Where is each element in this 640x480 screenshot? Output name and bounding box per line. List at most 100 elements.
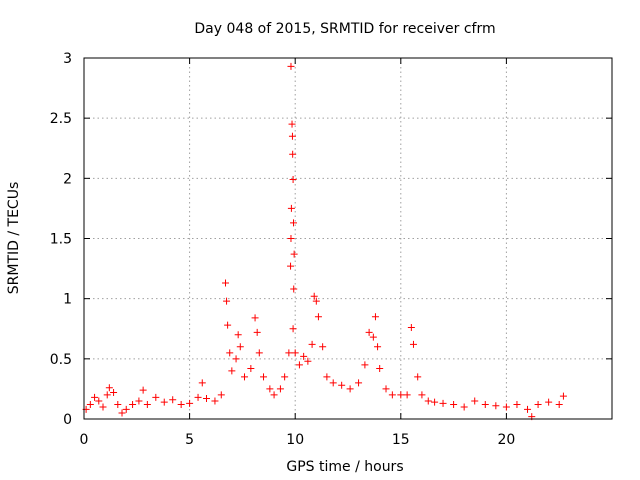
data-point xyxy=(253,328,261,336)
data-point xyxy=(424,397,432,405)
x-tick-label: 0 xyxy=(80,432,89,448)
data-point xyxy=(304,357,312,365)
data-point xyxy=(169,396,177,404)
data-point xyxy=(276,385,284,393)
data-point xyxy=(365,328,373,336)
data-point xyxy=(545,398,553,406)
x-tick-label: 5 xyxy=(185,432,194,448)
data-point xyxy=(226,349,234,357)
data-point xyxy=(177,401,185,409)
data-point xyxy=(312,297,320,305)
y-tick-label: 1 xyxy=(63,292,72,308)
data-point xyxy=(513,401,521,409)
data-point xyxy=(194,393,202,401)
data-point xyxy=(122,405,130,413)
data-point xyxy=(247,364,255,372)
data-point xyxy=(524,405,532,413)
data-point xyxy=(202,395,210,403)
data-point xyxy=(228,367,236,375)
data-point xyxy=(255,349,263,357)
y-tick-label: 0 xyxy=(63,412,72,428)
data-point xyxy=(388,391,396,399)
data-point xyxy=(217,391,225,399)
data-point xyxy=(319,343,327,351)
data-point xyxy=(290,285,298,293)
data-point xyxy=(251,314,259,322)
data-point xyxy=(338,381,346,389)
data-point xyxy=(290,250,298,258)
data-point xyxy=(110,389,118,397)
y-tick-label: 0.5 xyxy=(50,352,72,368)
x-tick-label: 20 xyxy=(497,432,515,448)
data-point xyxy=(471,397,479,405)
data-point xyxy=(222,279,230,287)
data-point xyxy=(308,340,316,348)
data-point xyxy=(287,62,295,70)
data-point xyxy=(559,392,567,400)
data-point xyxy=(288,120,296,128)
data-point xyxy=(135,397,143,405)
data-point xyxy=(439,399,447,407)
data-point xyxy=(105,384,113,392)
data-point xyxy=(103,391,111,399)
data-point xyxy=(371,313,379,321)
y-tick-label: 2 xyxy=(63,171,72,187)
data-point xyxy=(281,373,289,381)
data-point xyxy=(236,343,244,351)
x-tick-labels: 0 5 10 15 20 xyxy=(80,432,516,448)
data-point xyxy=(329,379,337,387)
data-point xyxy=(502,403,510,411)
data-point xyxy=(323,373,331,381)
y-tick-label: 2.5 xyxy=(50,111,72,127)
data-point xyxy=(241,373,249,381)
data-point xyxy=(460,403,468,411)
data-point xyxy=(118,409,126,417)
data-point xyxy=(289,150,297,158)
data-point xyxy=(287,204,295,212)
data-point xyxy=(403,391,411,399)
data-point xyxy=(295,361,303,369)
data-point xyxy=(346,385,354,393)
data-points xyxy=(82,62,567,421)
data-point xyxy=(450,401,458,409)
data-point xyxy=(234,331,242,339)
data-point xyxy=(414,373,422,381)
x-tick-label: 10 xyxy=(286,432,304,448)
data-point xyxy=(369,333,377,341)
data-point xyxy=(198,379,206,387)
data-point xyxy=(143,401,151,409)
data-point xyxy=(481,401,489,409)
data-point xyxy=(361,361,369,369)
data-point xyxy=(260,373,268,381)
data-point xyxy=(407,324,415,332)
y-axis-label: SRMTID / TECUs xyxy=(6,182,22,295)
data-point xyxy=(266,385,274,393)
data-point xyxy=(555,401,563,409)
data-point xyxy=(224,321,232,329)
data-point xyxy=(397,391,405,399)
data-point xyxy=(289,325,297,333)
data-point xyxy=(152,393,160,401)
data-point xyxy=(355,379,363,387)
grid-lines xyxy=(84,58,612,419)
data-point xyxy=(310,292,318,300)
axis-ticks xyxy=(83,57,612,420)
data-point xyxy=(409,340,417,348)
data-point xyxy=(291,349,299,357)
data-point xyxy=(314,313,322,321)
data-point xyxy=(287,262,295,270)
data-point xyxy=(139,386,147,394)
data-point xyxy=(95,397,103,405)
data-point xyxy=(431,398,439,406)
data-point xyxy=(232,355,240,363)
data-point xyxy=(223,297,231,305)
data-point xyxy=(289,176,297,184)
data-point xyxy=(492,402,500,410)
data-point xyxy=(376,364,384,372)
data-point xyxy=(418,391,426,399)
data-point xyxy=(288,132,296,140)
data-point xyxy=(285,349,293,357)
data-point xyxy=(211,397,219,405)
data-point xyxy=(99,403,107,411)
data-point xyxy=(114,401,122,409)
